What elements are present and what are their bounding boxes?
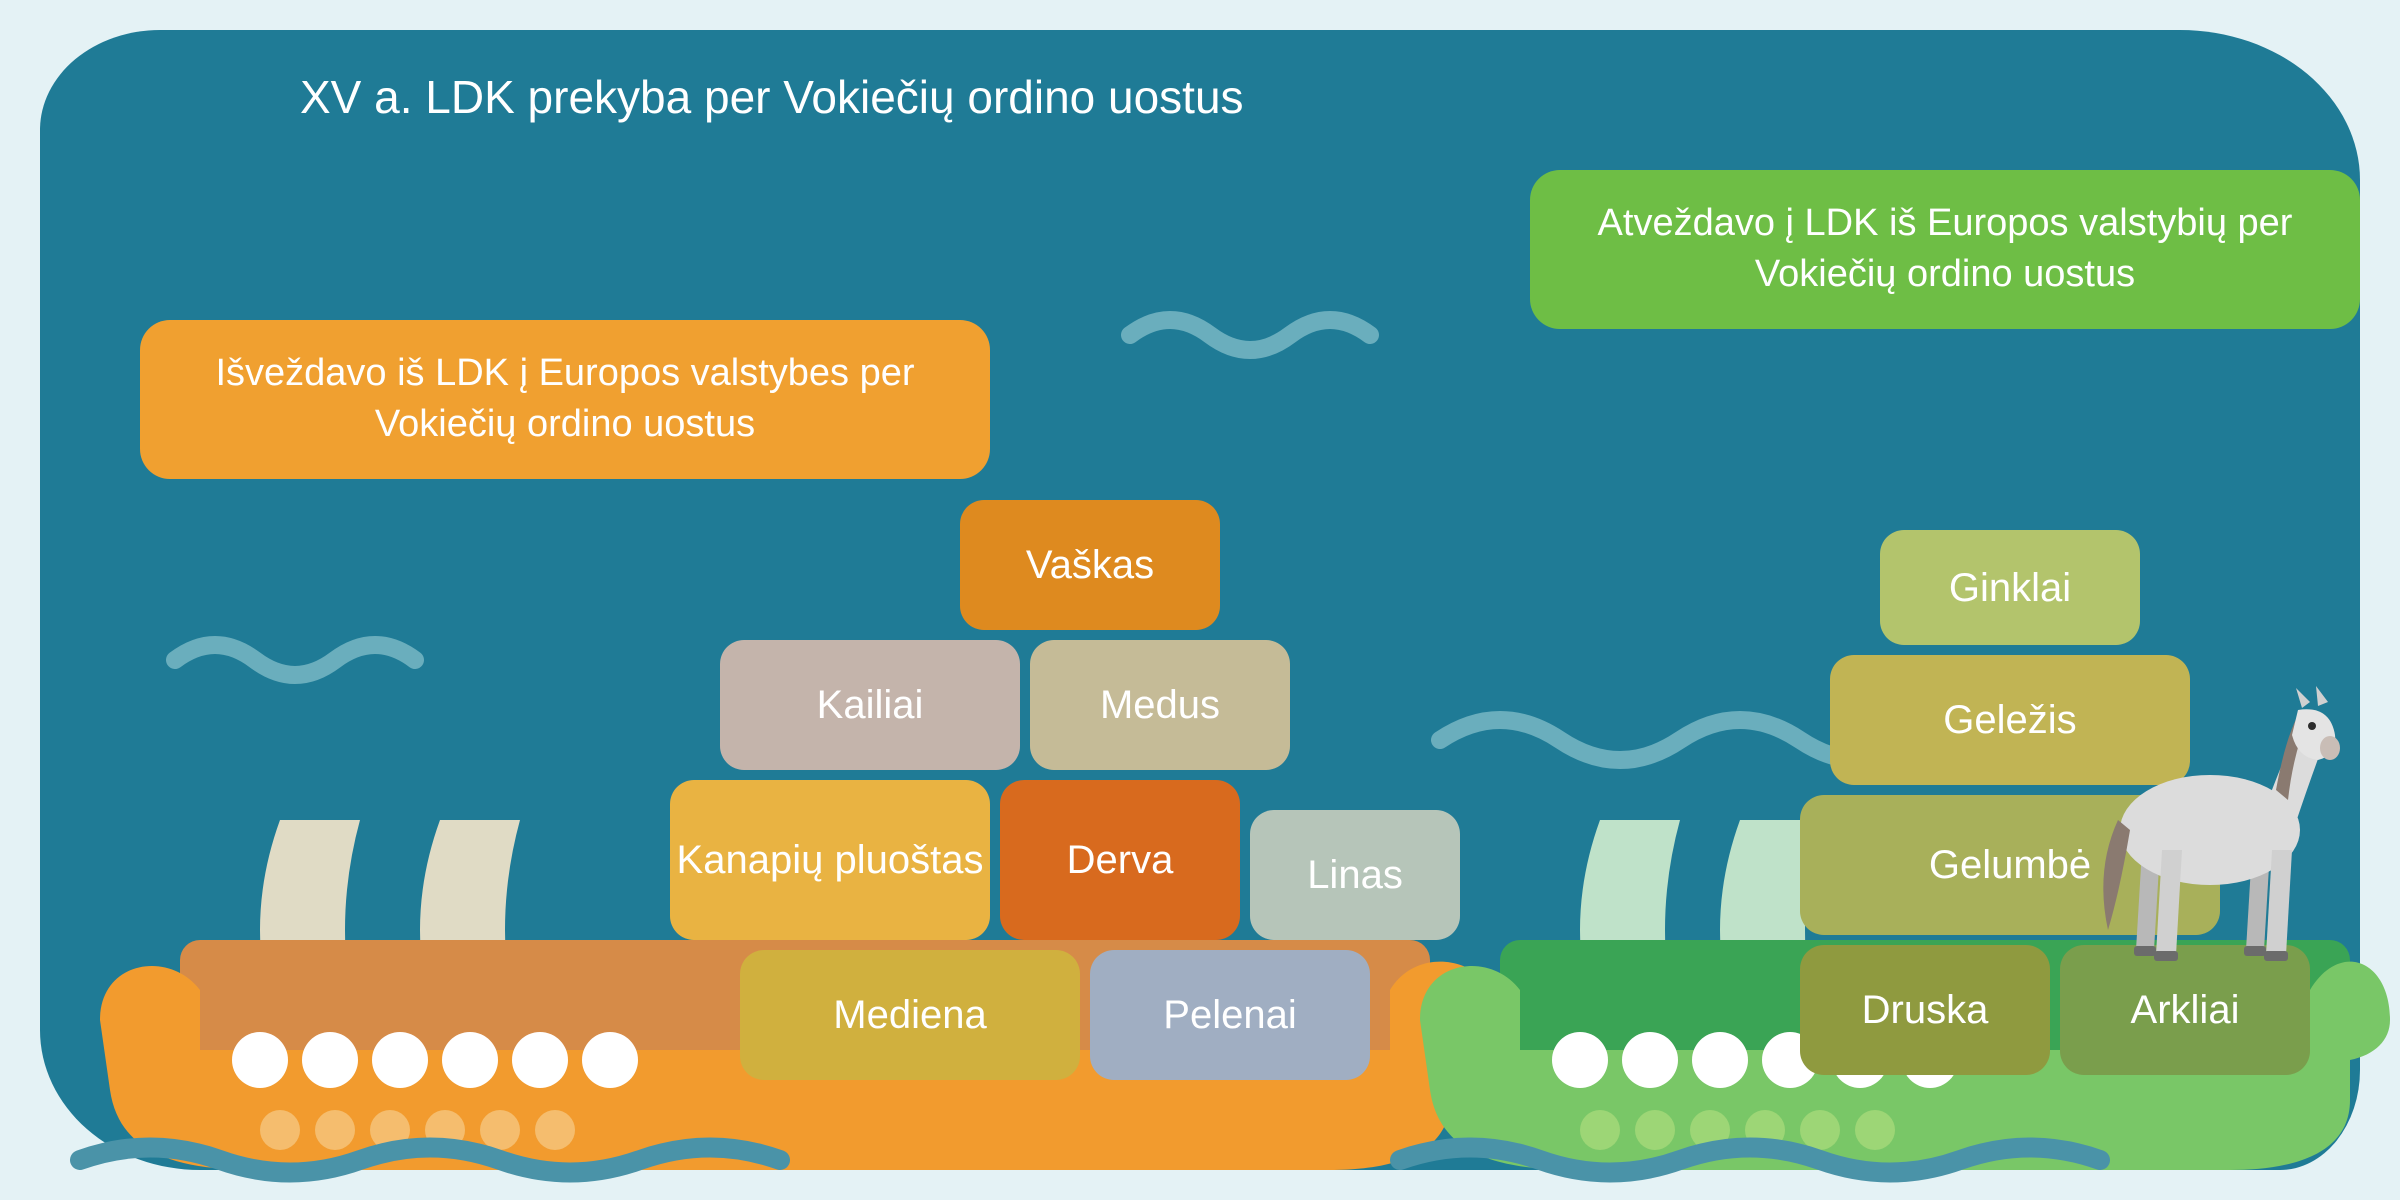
cargo-pelenai: Pelenai (1090, 950, 1370, 1080)
cargo-mediena: Mediena (740, 950, 1080, 1080)
cargo-kanapiu: Kanapių pluoštas (670, 780, 990, 940)
cargo-derva: Derva (1000, 780, 1240, 940)
import-banner: Atveždavo į LDK iš Europos valstybių per… (1530, 170, 2360, 329)
wave-icon (1120, 295, 1380, 365)
cargo-linas: Linas (1250, 810, 1460, 940)
cargo-ginklai: Ginklai (1880, 530, 2140, 645)
cargo-kailiai: Kailiai (720, 640, 1020, 770)
page-title: XV a. LDK prekyba per Vokiečių ordino uo… (300, 70, 1244, 124)
bottom-wave-icon (1390, 1130, 2110, 1190)
cargo-vaskas: Vaškas (960, 500, 1220, 630)
horse-icon (2080, 660, 2340, 975)
export-banner: Išveždavo iš LDK į Europos valstybes per… (140, 320, 990, 479)
cargo-druska: Druska (1800, 945, 2050, 1075)
bottom-wave-icon (70, 1130, 790, 1190)
cargo-medus: Medus (1030, 640, 1290, 770)
wave-icon (165, 620, 425, 690)
